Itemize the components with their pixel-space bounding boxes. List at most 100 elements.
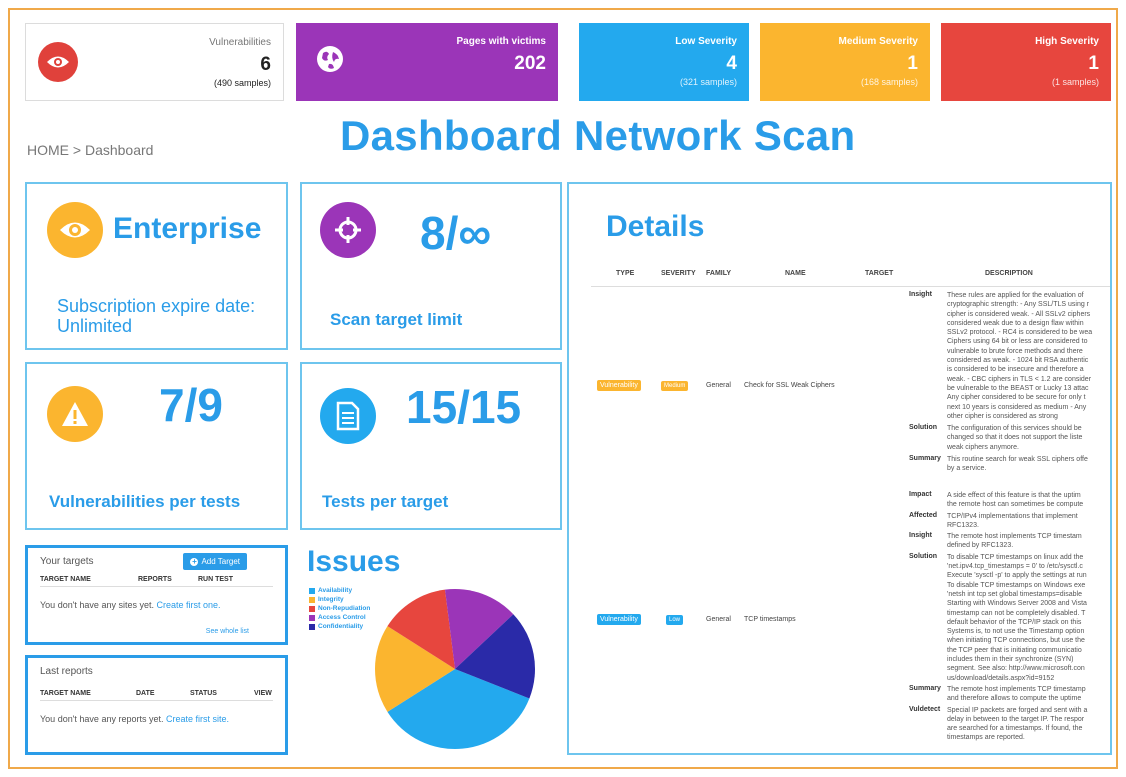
create-first-site-link[interactable]: Create first site. [165, 714, 230, 724]
tests-target-caption: Tests per target [322, 492, 449, 511]
tests-per-target-card: 15/15 Tests per target [300, 362, 562, 530]
issues-pie-chart [375, 589, 535, 749]
family-cell: General [706, 616, 731, 623]
description-key: Solution [909, 424, 937, 432]
add-target-button[interactable]: + Add Target [183, 553, 247, 570]
column-header: NAME [785, 270, 806, 277]
scan-target-limit-card: 8/∞ Scan target limit [300, 182, 562, 350]
description-text: This routine search for weak SSL ciphers… [947, 456, 1088, 473]
column-header: SEVERITY [661, 270, 696, 277]
pie-slice-availability [387, 669, 530, 749]
description-text: Special IP packets are forged and sent w… [947, 706, 1088, 742]
targets-table-header: TARGET NAME REPORTS RUN TEST [40, 576, 273, 587]
breadcrumb[interactable]: HOME > Dashboard [27, 142, 154, 158]
column-header: FAMILY [706, 270, 732, 277]
description-text: The configuration of this services shoul… [947, 425, 1083, 451]
legend-item: Availability [309, 586, 370, 595]
type-badge: Vulnerability [597, 380, 641, 391]
vuln-tests-value: 7/9 [159, 379, 223, 431]
empty-text: You don't have any sites yet. [40, 600, 154, 610]
type-badge: Vulnerability [597, 614, 641, 625]
severity-badge: Medium [661, 381, 689, 391]
stat-value: 1 [907, 53, 918, 74]
header-divider [591, 286, 1110, 287]
legend-item: Access Control [309, 613, 370, 622]
description-key: Insight [909, 291, 932, 298]
stat-card-pages-with-victims[interactable]: Pages with victims 202 [296, 23, 558, 101]
crosshair-icon [320, 202, 376, 258]
empty-text: You don't have any reports yet. [40, 714, 164, 724]
description-key: Affected [909, 511, 938, 519]
column-header: DATE [136, 690, 155, 697]
scan-limit-caption: Scan target limit [330, 310, 463, 329]
issues-legend: Availability Integrity Non-Repudiation A… [309, 586, 370, 631]
empty-targets-message: You don't have any sites yet. Create fir… [40, 600, 221, 610]
description-text: The remote host implements TCP timestamp… [947, 686, 1086, 703]
stat-value: 4 [726, 53, 737, 74]
description-key: Summary [909, 455, 941, 463]
reports-table-header: TARGET NAME DATE STATUS VIEW [40, 690, 273, 701]
stat-card-low-severity[interactable]: Low Severity 4 (321 samples) [579, 23, 749, 101]
stat-value: 1 [1088, 53, 1099, 74]
column-header: TARGET [865, 270, 894, 277]
create-first-one-link[interactable]: Create first one. [156, 600, 221, 610]
legend-label: Confidentiality [318, 623, 364, 630]
description-text: TCP/IPv4 implementations that implement … [947, 512, 1078, 529]
description-key: Vuldetect [909, 705, 941, 713]
details-panel: Details TYPE SEVERITY FAMILY NAME TARGET… [567, 182, 1112, 755]
column-header: STATUS [190, 690, 217, 697]
column-header: TARGET NAME [40, 576, 91, 583]
page-frame [8, 8, 1118, 769]
description-key: Summary [909, 685, 941, 692]
column-header: VIEW [254, 690, 272, 697]
legend-label: Access Control [318, 614, 366, 621]
pie-slice-non-repudiation [387, 589, 455, 669]
column-header: TARGET NAME [40, 690, 91, 697]
severity-badge: Low [666, 615, 684, 625]
description-key: Solution [909, 552, 937, 560]
name-cell[interactable]: Check for SSL Weak Ciphers [744, 382, 835, 389]
stat-label: Low Severity [675, 36, 737, 47]
your-targets-panel: Your targets + Add Target TARGET NAME RE… [25, 545, 288, 645]
panel-title: Your targets [40, 556, 94, 567]
empty-reports-message: You don't have any reports yet. Create f… [40, 714, 229, 724]
vulnerabilities-per-tests-card: 7/9 Vulnerabilities per tests [25, 362, 288, 530]
add-target-label: Add Target [201, 557, 240, 566]
stat-samples: (1 samples) [1051, 77, 1099, 87]
plus-circle-icon: + [190, 556, 199, 566]
see-whole-list-link[interactable]: See whole list [205, 628, 249, 635]
vuln-tests-caption: Vulnerabilities per tests [49, 492, 241, 511]
page-title: Dashboard Network Scan [340, 112, 856, 159]
column-header: TYPE [616, 270, 635, 277]
name-cell[interactable]: TCP timestamps [744, 616, 796, 623]
eye-icon [47, 202, 103, 258]
stat-label: Medium Severity [838, 36, 918, 47]
column-header: RUN TEST [198, 576, 233, 583]
panel-title: Last reports [40, 666, 93, 677]
description-key: Impact [909, 491, 932, 498]
issues-title: Issues [307, 545, 401, 578]
last-reports-panel: Last reports TARGET NAME DATE STATUS VIE… [25, 655, 288, 755]
subscription-expire-text: Subscription expire date: Unlimited [57, 296, 256, 336]
scan-limit-value: 8/∞ [420, 207, 492, 259]
legend-item: Non-Repudiation [309, 604, 370, 613]
column-header: DESCRIPTION [985, 270, 1033, 277]
tests-target-value: 15/15 [406, 381, 522, 433]
stat-card-medium-severity[interactable]: Medium Severity 1 (168 samples) [760, 23, 930, 101]
warning-icon [47, 386, 103, 442]
pie-slice-access-control [444, 589, 514, 669]
family-cell: General [706, 382, 731, 389]
column-header: REPORTS [138, 576, 172, 583]
stat-card-high-severity[interactable]: High Severity 1 (1 samples) [941, 23, 1111, 101]
stat-value: 202 [514, 53, 546, 74]
legend-label: Integrity [318, 596, 344, 603]
description-key: Insight [909, 532, 932, 540]
stat-samples: (321 samples) [679, 77, 737, 87]
enterprise-card: Enterprise Subscription expire date: Unl… [25, 182, 288, 350]
legend-label: Non-Repudiation [318, 605, 371, 612]
plan-title: Enterprise [113, 212, 262, 245]
stat-card-vulnerabilities[interactable]: Vulnerabilities 6 (490 samples) [25, 23, 284, 101]
pie-slice-integrity [375, 626, 455, 712]
details-title: Details [606, 210, 705, 243]
legend-item: Confidentiality [309, 622, 370, 631]
